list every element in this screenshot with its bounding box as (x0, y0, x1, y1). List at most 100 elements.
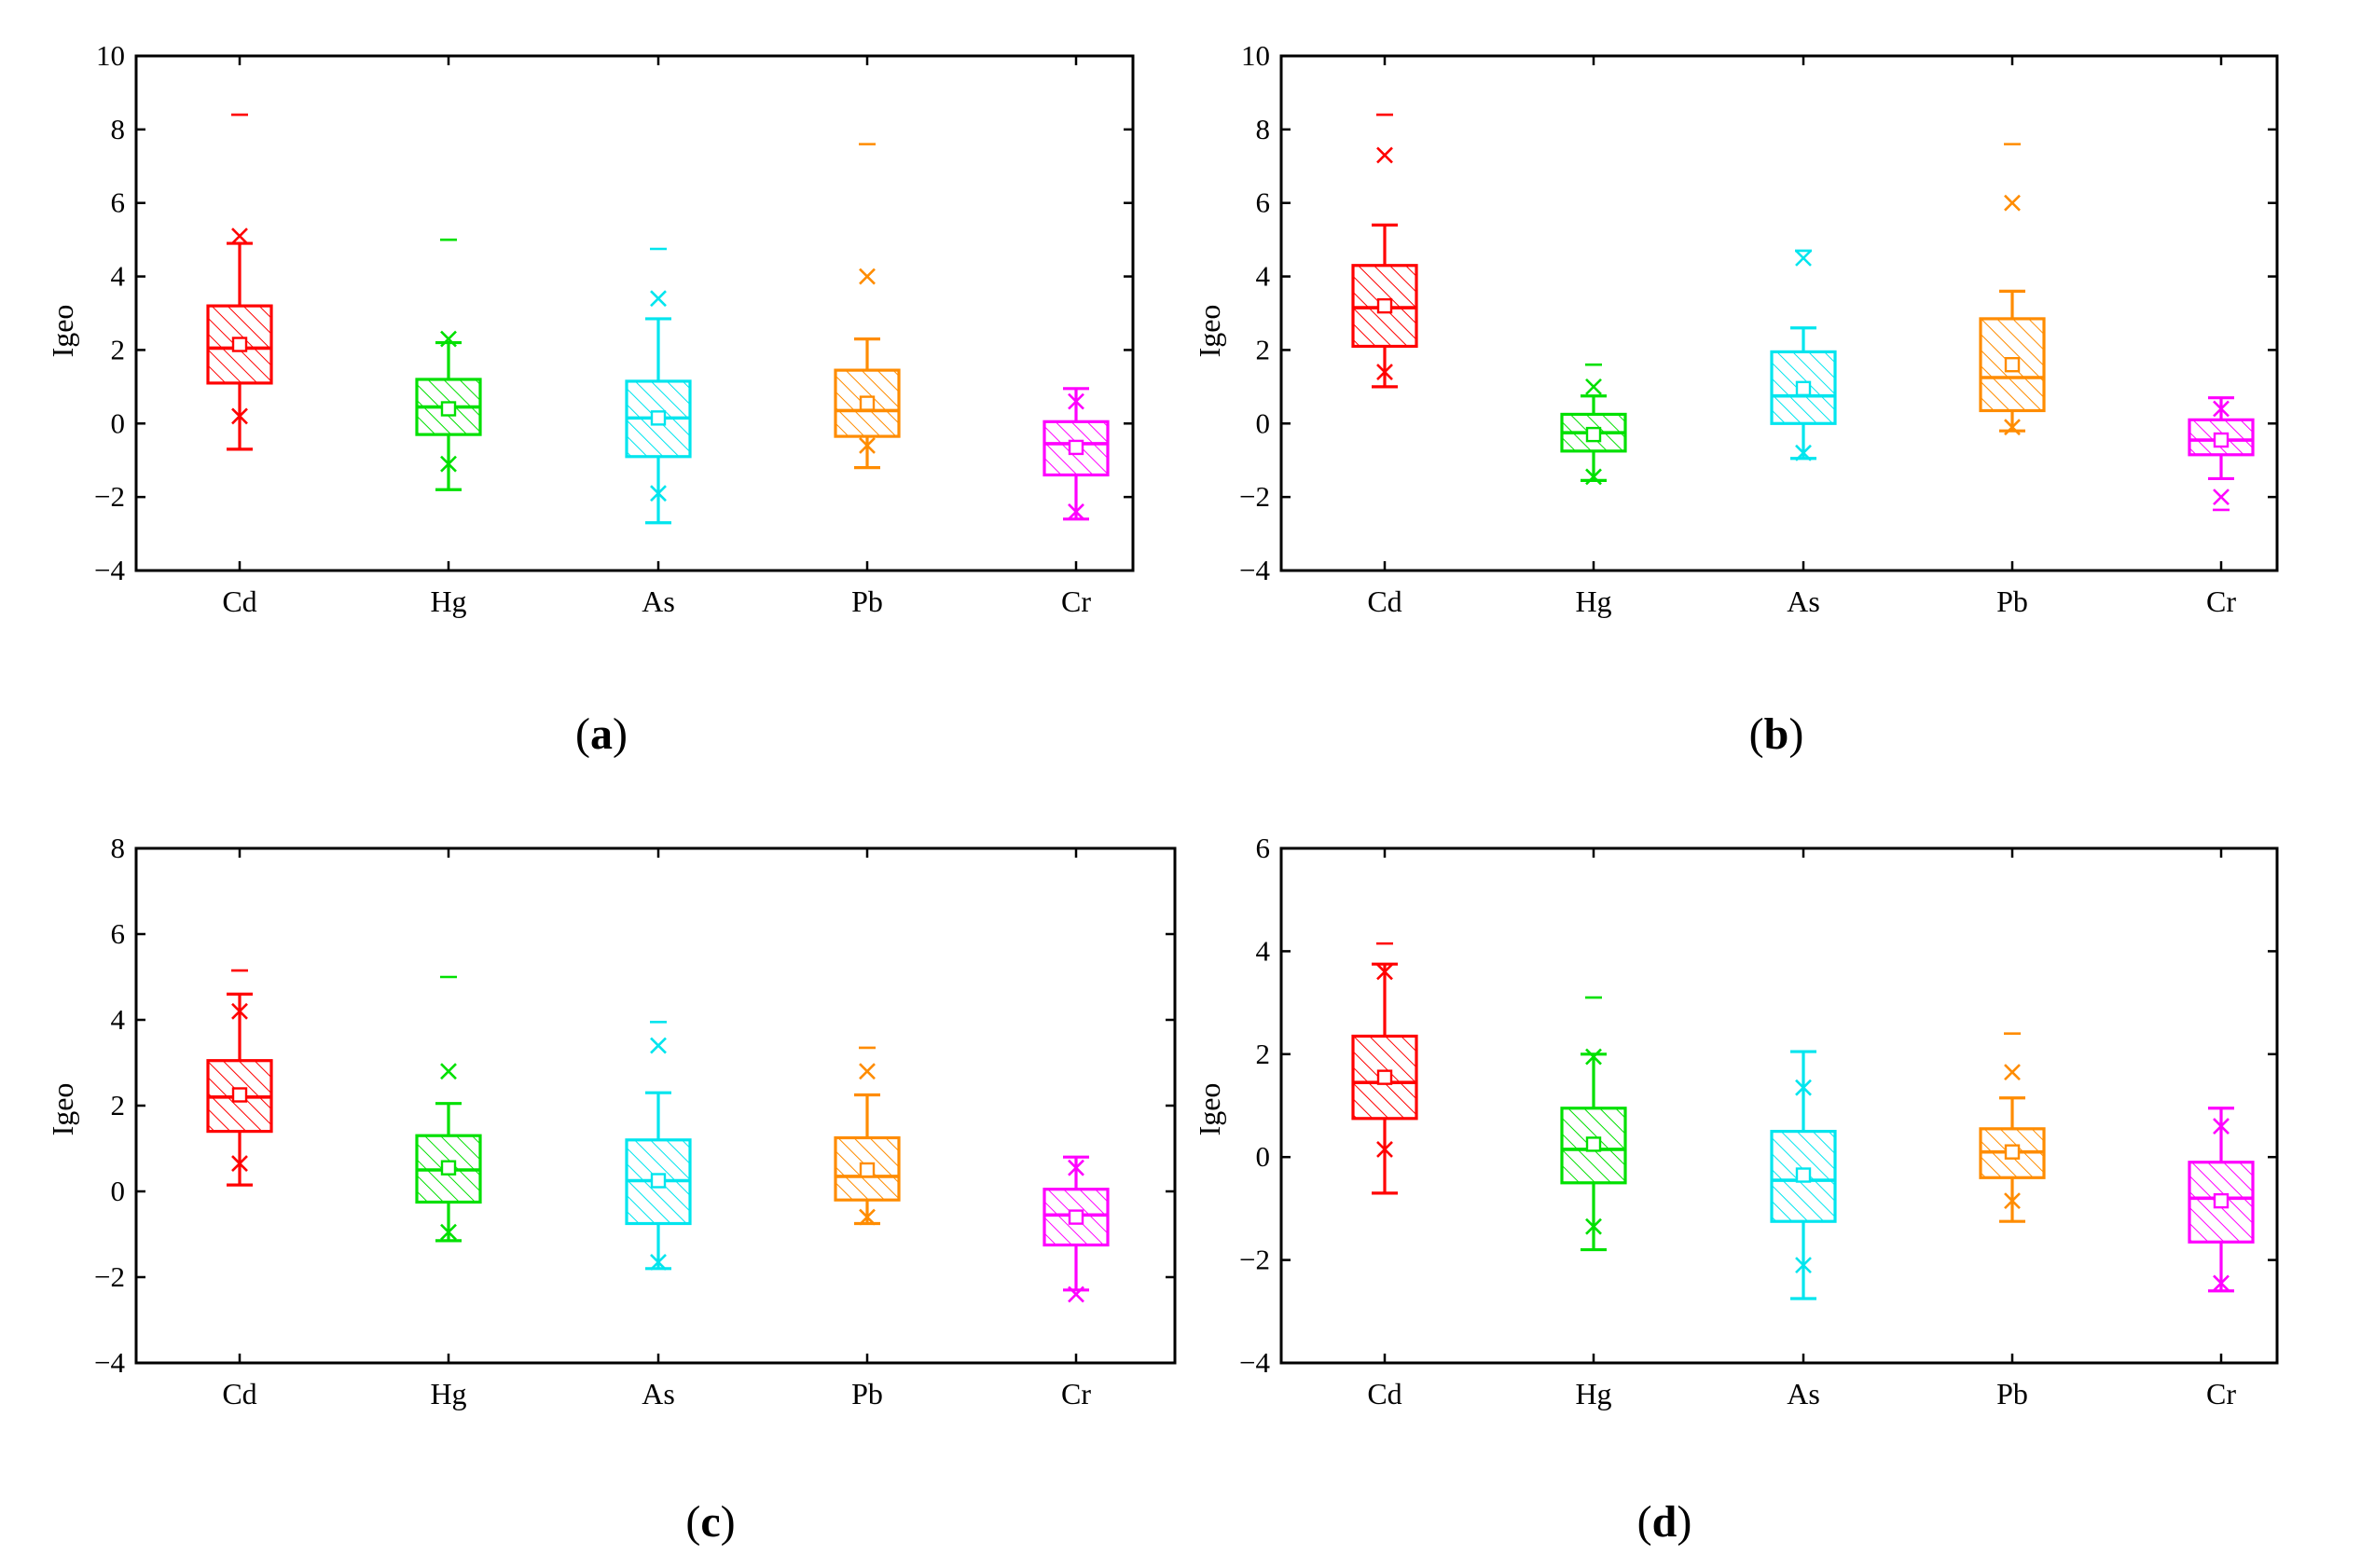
x-category-label: Cd (1367, 1377, 1401, 1410)
x-marker-low (1585, 468, 1602, 486)
y-tick-label: 4 (111, 1003, 126, 1036)
x-marker-low (1795, 1257, 1812, 1274)
caption-letter: d (1652, 1497, 1678, 1547)
y-tick-label: 8 (111, 832, 126, 864)
box-iqr (834, 368, 901, 438)
x-marker-high (1068, 392, 1084, 410)
y-tick-label: 10 (1241, 39, 1270, 72)
mean-marker (1376, 1069, 1393, 1085)
x-marker-low (1376, 1141, 1393, 1158)
mean-marker (650, 1173, 667, 1189)
y-axis-title: Igeo (1193, 305, 1226, 358)
x-category-label: Hg (1575, 585, 1611, 618)
y-tick-label: 4 (1256, 934, 1271, 967)
mean-marker (440, 401, 457, 417)
x-marker-high (1585, 1048, 1602, 1066)
x-marker-high (231, 1002, 248, 1020)
y-tick-label: 2 (111, 1089, 126, 1121)
x-category-label: Cd (222, 1377, 256, 1410)
box-as (625, 1021, 692, 1271)
box-cr (1042, 387, 1110, 521)
mean-marker (859, 1162, 876, 1178)
x-marker-low (650, 1253, 667, 1271)
panel-d: Igeo (d) −4 −2 0 2 4 6 Cd Hg As Pb Cr (1193, 832, 2279, 1547)
mean-marker (2213, 432, 2230, 448)
x-marker-high (859, 1063, 876, 1080)
mean-marker (2213, 1192, 2230, 1209)
box-as (625, 247, 692, 525)
plot-frame (1279, 54, 2279, 572)
box-hg (1560, 363, 1627, 486)
mean-marker (1585, 1136, 1602, 1152)
box-pb (834, 1046, 901, 1226)
box-pb (1979, 143, 2046, 436)
y-axis-title: Igeo (1193, 1083, 1226, 1136)
box-cr (2188, 396, 2255, 512)
y-tick-label: −4 (1239, 554, 1270, 586)
box-iqr (1770, 1129, 1837, 1223)
x-marker-low (859, 437, 876, 454)
y-tick-label: 10 (96, 39, 125, 72)
mean-marker (859, 395, 876, 411)
caption-open-paren: ( (575, 709, 590, 759)
box-iqr (2188, 1161, 2255, 1244)
y-tick-label: 0 (1256, 1140, 1271, 1173)
x-marker-low (2004, 1192, 2021, 1210)
mean-marker (2004, 1144, 2021, 1160)
x-marker-high (2213, 1118, 2230, 1135)
caption-letter: b (1764, 709, 1789, 759)
x-marker-high (231, 227, 248, 245)
x-category-label: Pb (851, 1377, 883, 1410)
y-tick-label: 4 (111, 260, 126, 293)
y-tick-label: −2 (94, 1260, 125, 1293)
mean-marker (2004, 357, 2021, 373)
y-tick-label: 2 (111, 333, 126, 365)
box-pb (1979, 1032, 2046, 1223)
mean-marker (1795, 1167, 1812, 1183)
y-tick-label: 8 (1256, 113, 1271, 145)
mean-marker (650, 410, 667, 426)
y-axis-title: Igeo (46, 1083, 79, 1136)
caption-letter: a (590, 709, 613, 759)
caption-open-paren: ( (1637, 1497, 1652, 1547)
x-marker-high (1795, 1079, 1812, 1096)
x-category-label: Cd (222, 585, 256, 618)
y-tick-label: 2 (1256, 333, 1271, 365)
x-marker-low (2004, 419, 2021, 436)
plot-frame (1279, 846, 2279, 1365)
y-tick-label: 0 (1256, 406, 1271, 439)
x-marker-high (1795, 249, 1812, 267)
y-tick-label: −2 (1239, 1244, 1270, 1276)
x-marker-low (2213, 488, 2230, 506)
x-marker-low (1068, 502, 1084, 520)
caption-open-paren: ( (1749, 709, 1764, 759)
x-category-label: As (642, 1377, 675, 1410)
mean-marker (1068, 439, 1084, 456)
x-marker-low (859, 1208, 876, 1226)
x-marker-low (440, 455, 457, 473)
box-cd (1351, 942, 1418, 1195)
y-tick-label: 2 (1256, 1038, 1271, 1070)
panel-a: Igeo (a) −4 −2 0 2 4 6 8 10 Cd Hg As Pb Cr (46, 39, 1135, 759)
x-marker-high (650, 290, 667, 308)
panel-caption: (a) (575, 709, 628, 759)
y-tick-label: 6 (111, 186, 126, 219)
x-marker-high (1376, 963, 1393, 981)
caption-close-paren: ) (1788, 709, 1803, 759)
x-category-label: Cr (1061, 1377, 1091, 1410)
box-hg (1560, 996, 1627, 1252)
x-category-label: As (1787, 1377, 1820, 1410)
x-marker-high (1585, 378, 1602, 395)
y-axis-title: Igeo (46, 305, 79, 358)
mean-marker (1795, 380, 1812, 397)
y-tick-label: −4 (94, 554, 125, 586)
x-marker-low (1376, 364, 1393, 381)
panel-caption: (b) (1749, 709, 1804, 759)
box-cd (206, 969, 273, 1187)
x-marker-low (2213, 1274, 2230, 1292)
x-category-label: Cr (2206, 585, 2236, 618)
mean-marker (1376, 297, 1393, 314)
x-category-label: Hg (430, 585, 466, 618)
mean-marker (1585, 426, 1602, 443)
